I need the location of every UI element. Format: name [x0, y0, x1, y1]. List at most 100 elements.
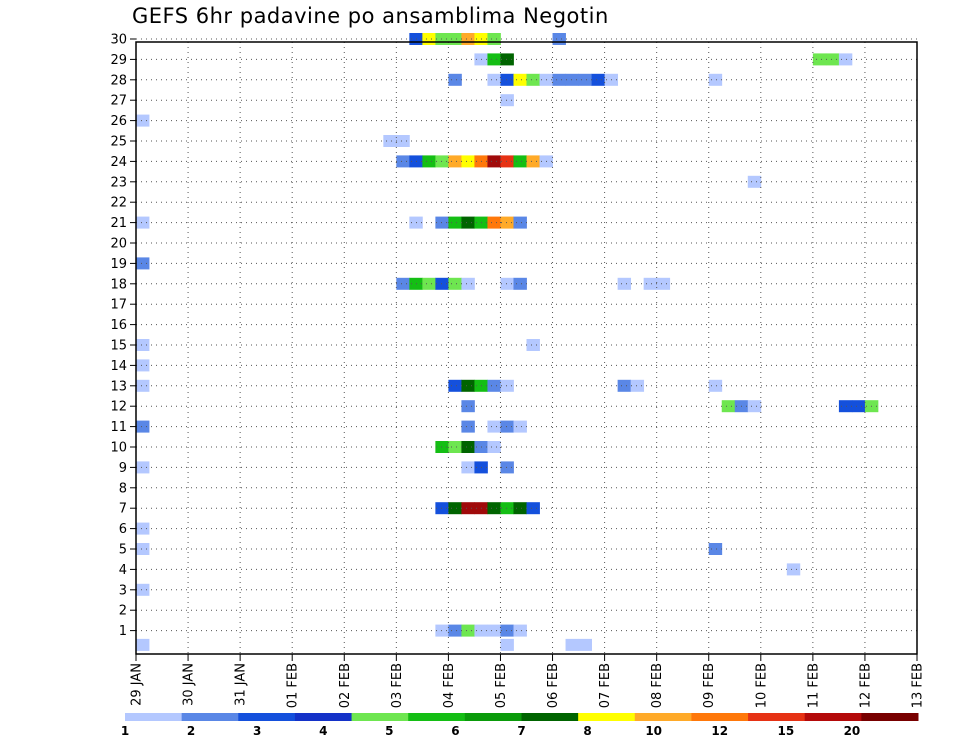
x-tick-label: 13 FEB [911, 663, 926, 708]
heatmap-cell [461, 441, 475, 453]
heatmap-cell [461, 379, 475, 392]
legend-color-swatch [294, 713, 353, 721]
legend-color-swatch [861, 713, 919, 721]
heatmap-cell [487, 155, 501, 168]
x-tick-label: 12 FEB [858, 663, 873, 708]
heatmap-cell [396, 155, 410, 168]
x-tick-label: 30 JAN [182, 663, 197, 706]
heatmap-cell [136, 543, 150, 555]
y-tick-label: 22 [110, 196, 127, 211]
heatmap-cell [461, 277, 475, 290]
heatmap-cell [487, 216, 501, 229]
axes-layer: 1234567891011121314151617181920212223242… [110, 33, 925, 709]
heatmap-cell [487, 624, 501, 637]
heatmap-cell [136, 420, 150, 433]
chart-title: GEFS 6hr padavine po ansamblima Negotin [132, 4, 609, 28]
heatmap-cell [591, 73, 605, 86]
heatmap-cell [448, 277, 462, 290]
heatmap-cell [396, 277, 410, 290]
heatmap-cell [448, 73, 462, 86]
heatmap-cell [487, 502, 501, 515]
heatmap-cell [851, 400, 866, 413]
y-tick-label: 8 [119, 481, 127, 496]
y-tick-label: 17 [110, 298, 127, 313]
legend-label: 8 [583, 724, 591, 738]
heatmap-cell [500, 502, 514, 515]
heatmap-cell [422, 33, 436, 45]
heatmap-cell [136, 216, 150, 229]
heatmap-cell [565, 73, 579, 86]
heatmap-cell [500, 638, 514, 651]
legend-color-swatch [464, 713, 522, 721]
heatmap-cell [461, 216, 475, 229]
legend-color-swatch [408, 713, 466, 721]
x-tick-label: 01 FEB [286, 663, 301, 708]
legend-color-swatch [521, 713, 579, 721]
heatmap-cell [136, 522, 150, 535]
heatmap-cell [435, 624, 449, 637]
legend-label: 6 [451, 724, 459, 738]
heatmap-cell [500, 53, 514, 66]
heatmap-cell [617, 379, 632, 392]
heatmap-cell [487, 441, 501, 453]
heatmap-cell [461, 33, 475, 45]
y-tick-label: 13 [110, 379, 127, 394]
heatmap-cell [461, 502, 475, 515]
heatmap-cell [526, 502, 540, 515]
y-tick-label: 23 [110, 175, 127, 190]
heatmap-cell [461, 155, 475, 168]
y-tick-label: 11 [110, 420, 127, 435]
heatmap-cell [786, 563, 801, 576]
heatmap-cell [747, 400, 762, 413]
x-tick-label: 06 FEB [546, 663, 561, 708]
y-tick-label: 9 [119, 461, 127, 476]
heatmap-cell [513, 502, 527, 515]
heatmap-cell [656, 277, 671, 290]
heatmap-cell [630, 379, 645, 392]
y-tick-label: 24 [110, 155, 127, 170]
heatmap-cell [461, 461, 475, 474]
heatmap-cell [383, 135, 397, 147]
legend-label: 20 [844, 724, 861, 738]
heatmap-cell [422, 155, 436, 168]
heatmap-cell [513, 73, 527, 86]
heatmap-cell [136, 114, 150, 127]
heatmap-cell [565, 638, 579, 651]
x-tick-label: 03 FEB [390, 663, 405, 708]
legend-color-swatch [238, 713, 296, 721]
y-tick-label: 25 [110, 135, 127, 150]
heatmap-cell [435, 441, 449, 453]
y-tick-label: 26 [110, 114, 127, 129]
legend-color-swatch [181, 713, 239, 721]
heatmap-cell [500, 73, 514, 86]
heatmap-cell [526, 155, 540, 168]
heatmap-cell [721, 400, 736, 413]
heatmap-cell [500, 216, 514, 229]
heatmap-cell [838, 53, 853, 66]
y-tick-label: 28 [110, 73, 127, 88]
heatmap-cell [136, 257, 150, 270]
heatmap-cell [136, 583, 150, 596]
heatmap-cell [448, 379, 462, 392]
heatmap-cell [461, 420, 475, 433]
x-tick-label: 11 FEB [806, 663, 821, 708]
heatmap-cell [643, 277, 658, 290]
heatmap-cell [500, 94, 514, 107]
heatmap-cell [435, 277, 449, 290]
heatmap-cell [838, 400, 853, 413]
heatmap-cell [708, 73, 723, 86]
y-tick-label: 10 [110, 441, 127, 456]
legend-color-swatch [748, 713, 806, 721]
heatmap-cell [435, 155, 449, 168]
heatmap-cell [552, 33, 566, 45]
legend-label: 10 [645, 724, 662, 738]
heatmap-cell [487, 420, 501, 433]
plot-frame [135, 41, 918, 655]
heatmap-cell [513, 216, 527, 229]
y-tick-label: 5 [119, 543, 127, 558]
heatmap-cell [461, 400, 475, 413]
heatmap-cell [500, 420, 514, 433]
legend-label: 15 [777, 724, 794, 738]
legend-label: 3 [253, 724, 261, 738]
